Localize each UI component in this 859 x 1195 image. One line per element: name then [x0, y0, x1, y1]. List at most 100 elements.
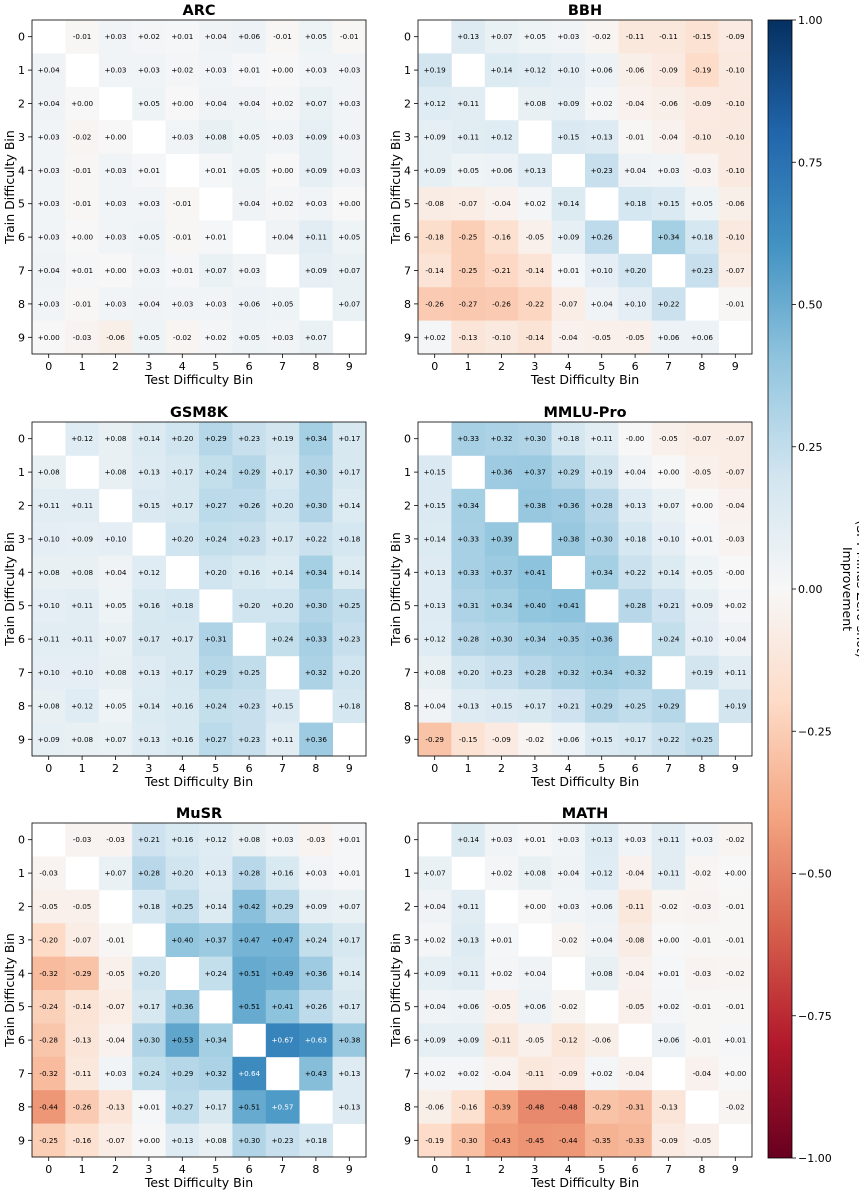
heatmap-cell	[484, 220, 519, 255]
heatmap-cell	[651, 187, 686, 221]
cell-label: +0.08	[524, 869, 546, 878]
cell-label: +0.05	[238, 166, 260, 175]
heatmap-cell	[451, 722, 486, 757]
heatmap-cell	[65, 488, 100, 523]
heatmap-cell	[418, 522, 452, 556]
cell-label: +0.19	[424, 66, 446, 75]
y-tick-label: 7	[404, 1068, 411, 1081]
x-tick-label: 4	[565, 360, 572, 373]
heatmap-cell	[165, 253, 200, 288]
heatmap-cell	[165, 823, 200, 857]
heatmap-cell	[332, 522, 367, 556]
cell-label: +0.07	[338, 902, 360, 911]
cell-label: +0.17	[271, 534, 293, 543]
cell-label: -0.13	[659, 1102, 678, 1111]
x-axis-label: Test Difficulty Bin	[144, 1175, 253, 1190]
colorbar-label: Improvement	[840, 547, 855, 631]
cell-label: +0.23	[238, 735, 260, 744]
heatmap-cell	[618, 856, 653, 891]
colorbar-tick-label: −0.75	[798, 1010, 832, 1023]
panel-title: ARC	[182, 3, 215, 19]
heatmap-cell	[585, 823, 619, 857]
cell-label: -0.02	[592, 32, 611, 41]
cell-label: +0.04	[271, 233, 293, 242]
cell-label: +0.24	[138, 1069, 160, 1078]
cell-label: +0.09	[424, 969, 446, 978]
heatmap-cell	[265, 589, 300, 623]
heatmap-cell	[232, 689, 267, 723]
heatmap-cell	[484, 187, 519, 221]
cell-label: -0.25	[459, 266, 478, 275]
cell-label: +0.09	[424, 1036, 446, 1045]
cell-label: -0.19	[693, 66, 712, 75]
cell-label: +0.04	[424, 701, 446, 710]
x-tick-label: 0	[431, 360, 438, 373]
heatmap-cell	[165, 689, 200, 723]
heatmap-cell	[265, 990, 300, 1024]
heatmap-cell	[199, 120, 233, 154]
heatmap-cell	[418, 689, 452, 723]
heatmap-cell	[199, 253, 233, 288]
heatmap-cell	[685, 990, 719, 1024]
heatmap-cell	[98, 956, 133, 991]
heatmap-cell	[132, 1023, 166, 1058]
heatmap-cell	[299, 923, 333, 957]
heatmap-cell	[132, 889, 166, 924]
cell-label: +0.13	[591, 835, 613, 844]
heatmap-cell	[32, 1123, 66, 1158]
cell-label: +0.04	[524, 969, 546, 978]
cell-label: +0.03	[104, 166, 126, 175]
heatmap-cell	[551, 1123, 586, 1158]
heatmap-cell	[518, 956, 552, 991]
cell-label: +0.30	[305, 501, 327, 510]
heatmap-cell	[618, 120, 653, 154]
cell-label: -0.05	[592, 333, 611, 342]
cell-label: +0.20	[171, 869, 193, 878]
cell-label: -0.02	[526, 735, 545, 744]
x-tick-label: 4	[565, 1163, 572, 1176]
heatmap-cell	[32, 1023, 66, 1058]
cell-label: +0.20	[171, 434, 193, 443]
heatmap-cell	[32, 522, 66, 556]
cell-label: +0.02	[524, 199, 546, 208]
heatmap-cell	[484, 689, 519, 723]
cell-label: -0.05	[626, 1002, 645, 1011]
cell-label: +0.03	[38, 132, 60, 141]
cell-label: +0.02	[591, 99, 613, 108]
cell-label: +0.21	[138, 835, 160, 844]
heatmap-cell	[65, 823, 100, 857]
cell-label: -0.05	[626, 333, 645, 342]
heatmap-cell	[685, 120, 719, 154]
heatmap-cell	[451, 287, 486, 321]
cell-label: +0.02	[424, 935, 446, 944]
heatmap-cell	[299, 253, 333, 288]
heatmap-cell	[651, 555, 686, 590]
cell-label: +0.13	[524, 166, 546, 175]
heatmap-cell	[718, 287, 753, 321]
heatmap-cell	[518, 187, 552, 221]
cell-label: -0.06	[592, 1036, 611, 1045]
cell-label: +0.04	[557, 869, 579, 878]
heatmap-cell	[484, 522, 519, 556]
heatmap-cell	[299, 722, 333, 757]
cell-label: -0.19	[425, 1136, 444, 1145]
cell-label: +0.11	[724, 668, 746, 677]
heatmap-cell	[551, 20, 586, 54]
cell-label: +0.32	[557, 668, 579, 677]
cell-label: +0.01	[171, 32, 193, 41]
cell-label: -0.25	[459, 233, 478, 242]
heatmap-cell	[232, 956, 267, 991]
heatmap-cell	[451, 622, 486, 657]
panel-title: MATH	[562, 806, 609, 822]
cell-label: +0.01	[338, 869, 360, 878]
cell-label: +0.06	[524, 1002, 546, 1011]
heatmap-cell	[484, 856, 519, 891]
heatmap-cell	[451, 86, 486, 121]
cell-label: +0.01	[205, 166, 227, 175]
cell-label: +0.36	[591, 635, 613, 644]
heatmap-cell	[332, 555, 367, 590]
y-tick-label: 8	[18, 298, 25, 311]
heatmap-cell	[551, 655, 586, 690]
heatmap-cell	[718, 923, 753, 957]
heatmap-cell	[551, 990, 586, 1024]
